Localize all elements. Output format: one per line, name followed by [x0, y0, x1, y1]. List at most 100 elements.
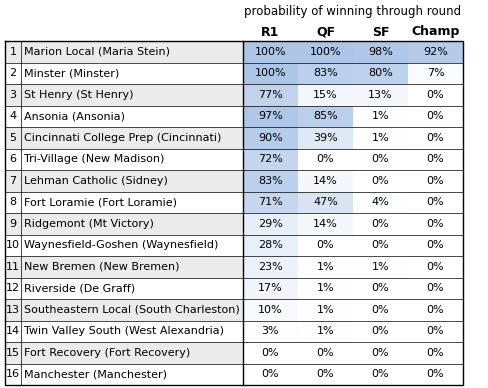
Text: SF: SF — [371, 26, 388, 38]
Bar — [352, 41, 407, 62]
Text: 0%: 0% — [426, 133, 444, 143]
Bar — [5, 170, 462, 192]
Text: 12: 12 — [6, 283, 20, 293]
Text: 0%: 0% — [371, 348, 388, 358]
Text: 1: 1 — [9, 47, 17, 57]
Bar — [407, 320, 462, 342]
Text: 9: 9 — [9, 219, 17, 229]
Bar — [407, 277, 462, 299]
Text: 1%: 1% — [316, 305, 334, 315]
Bar — [5, 106, 462, 127]
Text: 72%: 72% — [258, 154, 283, 164]
Text: Tri-Village (New Madison): Tri-Village (New Madison) — [24, 154, 164, 164]
Text: Waynesfield-Goshen (Waynesfield): Waynesfield-Goshen (Waynesfield) — [24, 240, 218, 250]
Bar — [243, 234, 297, 256]
Text: 14%: 14% — [312, 219, 337, 229]
Bar — [5, 320, 462, 342]
Bar — [352, 256, 407, 277]
Bar — [5, 342, 462, 364]
Bar — [407, 256, 462, 277]
Bar — [352, 234, 407, 256]
Bar — [352, 299, 407, 320]
Text: 3: 3 — [9, 90, 17, 100]
Text: 5: 5 — [9, 133, 17, 143]
Bar — [5, 277, 462, 299]
Text: 0%: 0% — [426, 111, 444, 121]
Bar — [407, 364, 462, 385]
Text: 0%: 0% — [371, 305, 388, 315]
Text: 71%: 71% — [258, 197, 282, 207]
Text: 0%: 0% — [426, 283, 444, 293]
Text: 0%: 0% — [316, 240, 334, 250]
Text: 29%: 29% — [258, 219, 283, 229]
Text: 0%: 0% — [261, 369, 279, 379]
Text: Lehman Catholic (Sidney): Lehman Catholic (Sidney) — [24, 176, 167, 186]
Bar — [407, 106, 462, 127]
Text: 0%: 0% — [426, 197, 444, 207]
Bar — [407, 84, 462, 106]
Bar — [243, 342, 297, 364]
Text: 85%: 85% — [312, 111, 337, 121]
Text: 0%: 0% — [371, 219, 388, 229]
Bar — [5, 149, 462, 170]
Text: 100%: 100% — [254, 68, 286, 78]
Text: 100%: 100% — [254, 47, 286, 57]
Text: 1%: 1% — [371, 133, 388, 143]
Bar — [352, 127, 407, 149]
Text: 15%: 15% — [312, 90, 337, 100]
Bar — [297, 364, 352, 385]
Bar — [243, 41, 297, 62]
Bar — [407, 234, 462, 256]
Bar — [243, 299, 297, 320]
Bar — [243, 170, 297, 192]
Text: Marion Local (Maria Stein): Marion Local (Maria Stein) — [24, 47, 170, 57]
Text: Manchester (Manchester): Manchester (Manchester) — [24, 369, 167, 379]
Bar — [407, 299, 462, 320]
Bar — [243, 84, 297, 106]
Text: 0%: 0% — [371, 283, 388, 293]
Text: Ansonia (Ansonia): Ansonia (Ansonia) — [24, 111, 125, 121]
Text: 0%: 0% — [316, 154, 334, 164]
Bar — [5, 213, 462, 234]
Bar — [297, 170, 352, 192]
Text: 0%: 0% — [316, 348, 334, 358]
Bar — [407, 62, 462, 84]
Text: 13%: 13% — [367, 90, 392, 100]
Bar — [352, 342, 407, 364]
Text: 0%: 0% — [371, 154, 388, 164]
Text: Twin Valley South (West Alexandria): Twin Valley South (West Alexandria) — [24, 326, 224, 336]
Text: 10%: 10% — [258, 305, 282, 315]
Bar — [5, 364, 462, 385]
Bar — [352, 192, 407, 213]
Text: 14: 14 — [6, 326, 20, 336]
Bar — [407, 192, 462, 213]
Text: 7%: 7% — [426, 68, 444, 78]
Text: 6: 6 — [9, 154, 17, 164]
Bar — [243, 192, 297, 213]
Text: 10: 10 — [6, 240, 20, 250]
Text: 4%: 4% — [371, 197, 388, 207]
Bar — [243, 213, 297, 234]
Bar — [5, 256, 462, 277]
Bar — [407, 170, 462, 192]
Bar — [352, 149, 407, 170]
Text: 13: 13 — [6, 305, 20, 315]
Bar — [352, 213, 407, 234]
Text: 83%: 83% — [312, 68, 337, 78]
Bar — [297, 192, 352, 213]
Text: Fort Recovery (Fort Recovery): Fort Recovery (Fort Recovery) — [24, 348, 190, 358]
Text: 100%: 100% — [309, 47, 341, 57]
Text: St Henry (St Henry): St Henry (St Henry) — [24, 90, 133, 100]
Text: 0%: 0% — [426, 176, 444, 186]
Bar — [5, 41, 462, 62]
Text: 77%: 77% — [258, 90, 283, 100]
Text: 80%: 80% — [367, 68, 392, 78]
Text: 90%: 90% — [258, 133, 282, 143]
Bar — [297, 342, 352, 364]
Text: 7: 7 — [9, 176, 17, 186]
Bar — [297, 106, 352, 127]
Bar — [5, 84, 462, 106]
Text: 97%: 97% — [258, 111, 283, 121]
Bar — [297, 299, 352, 320]
Bar — [407, 149, 462, 170]
